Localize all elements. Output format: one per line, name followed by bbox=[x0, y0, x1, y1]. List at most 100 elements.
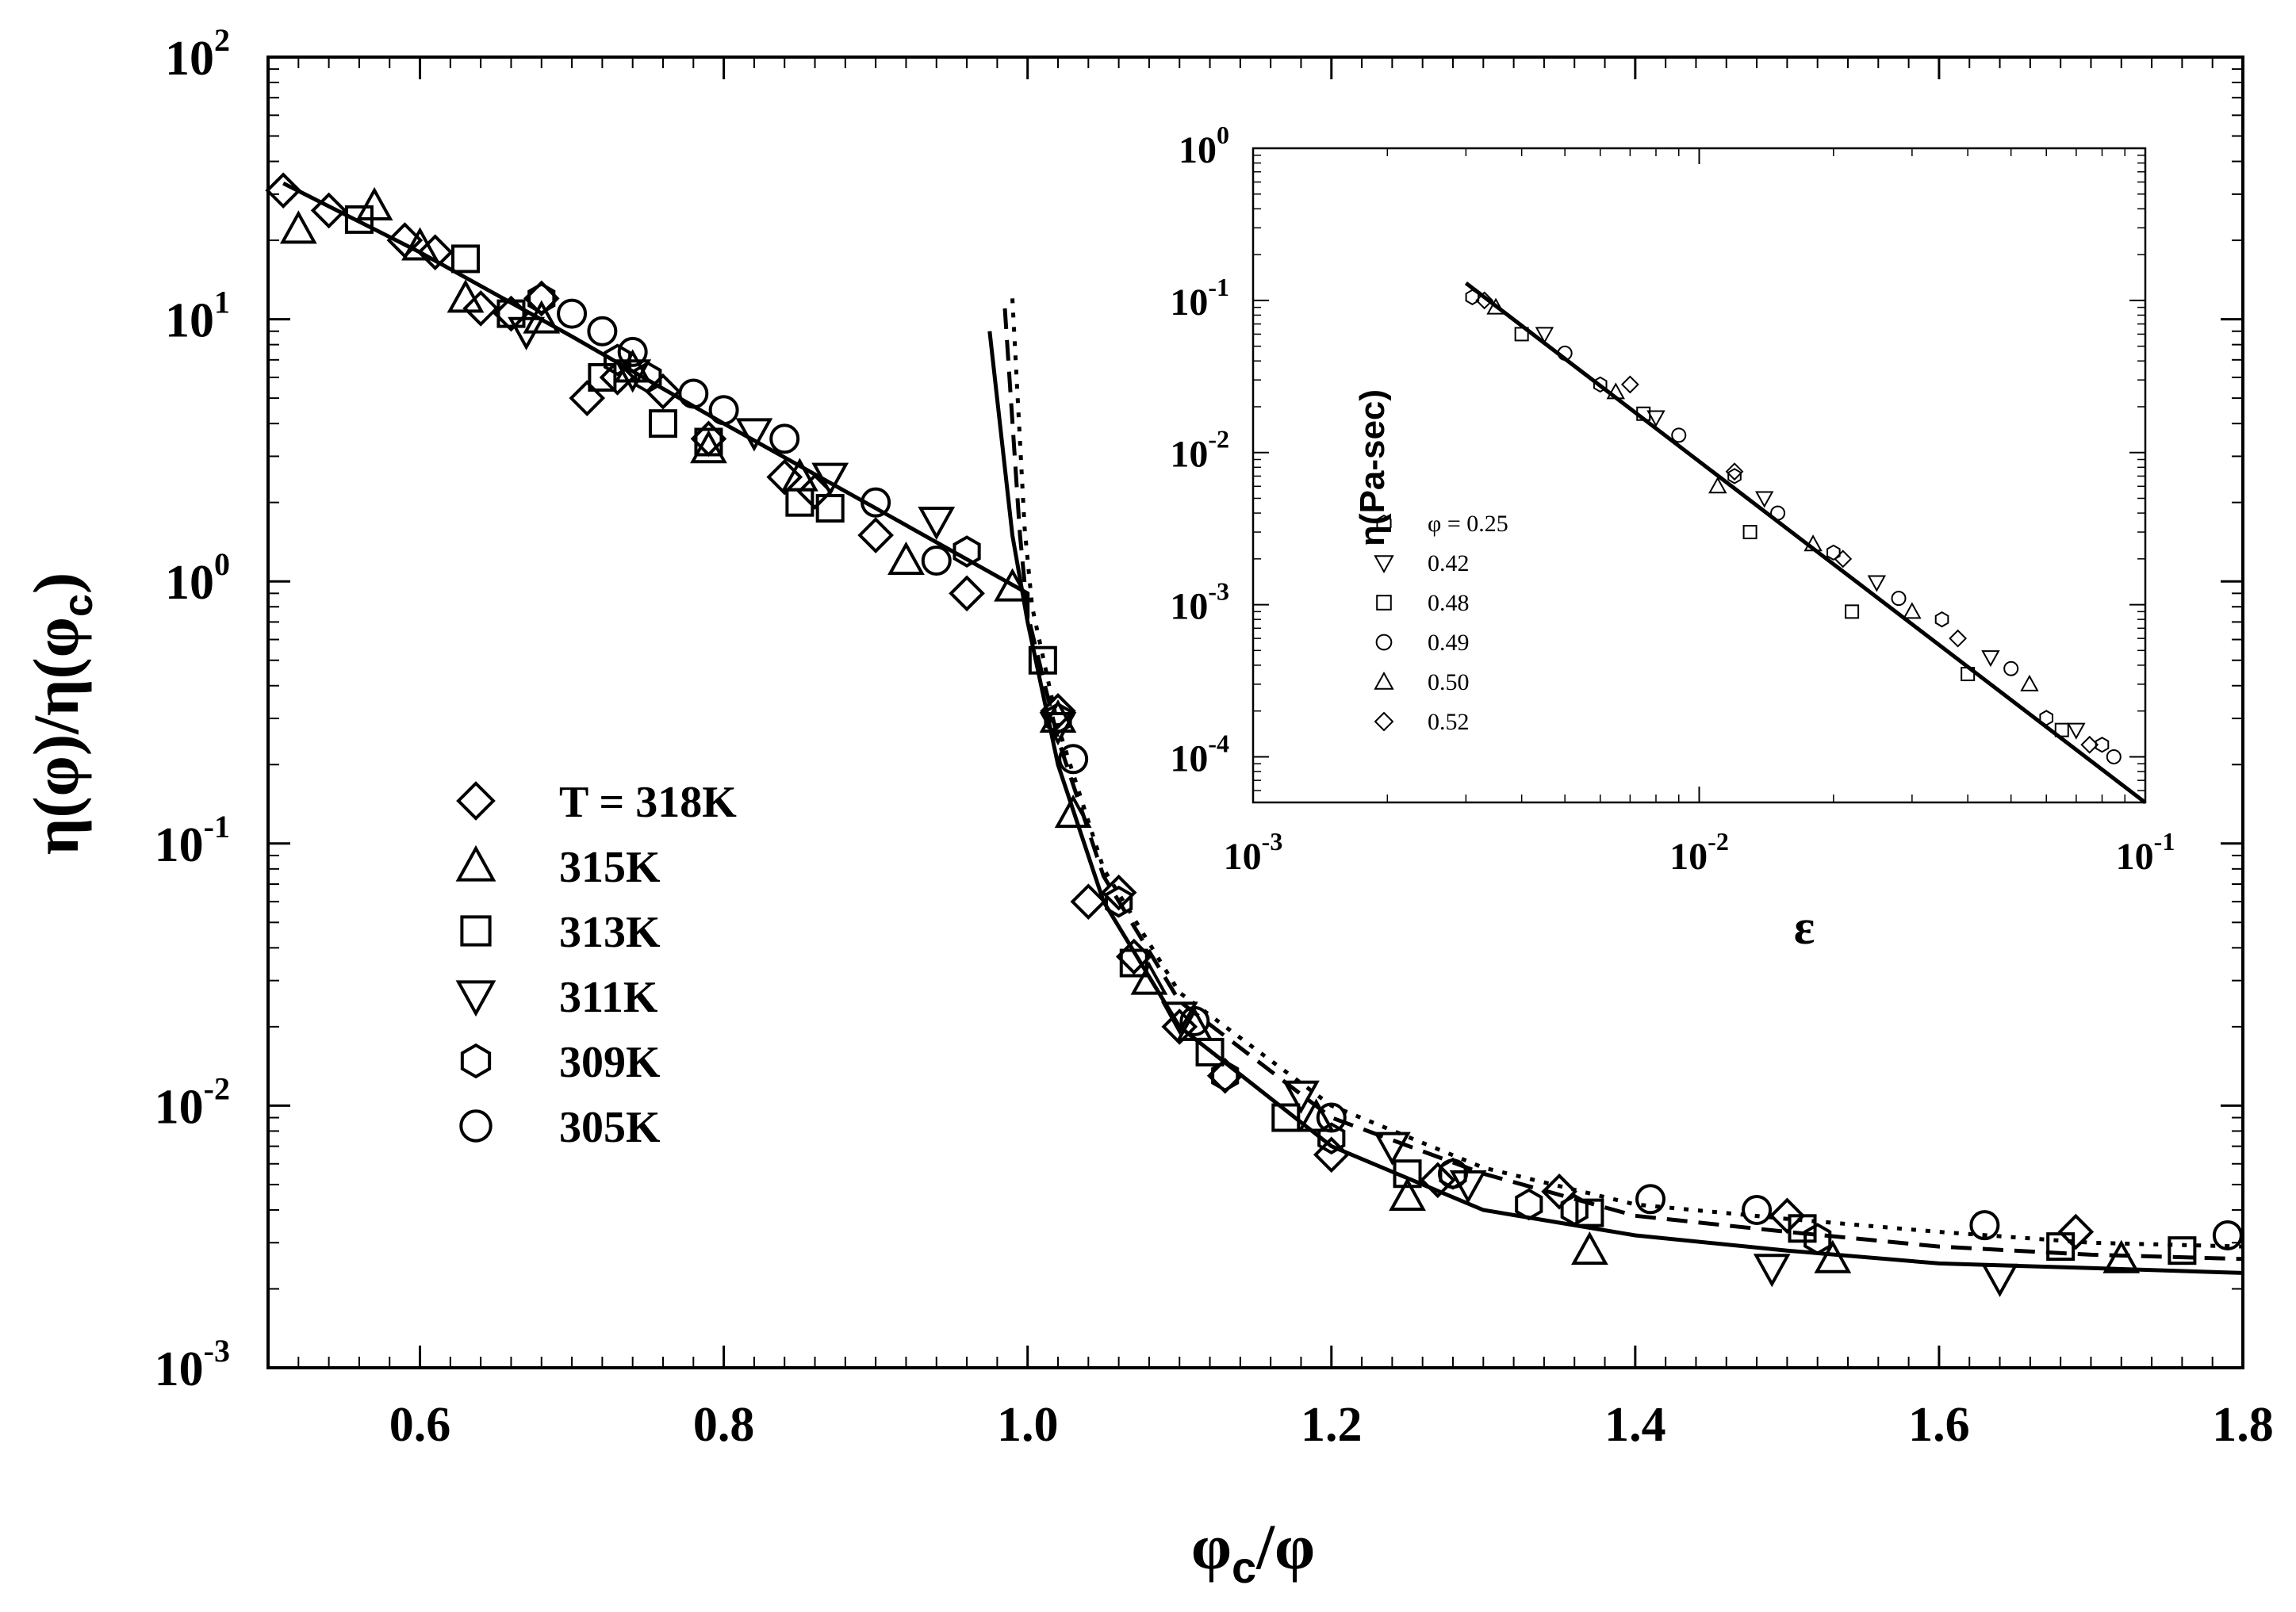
main-point-circle bbox=[1316, 1102, 1347, 1133]
inset-point-hexagon bbox=[1934, 611, 1949, 628]
legend-label: 309K bbox=[559, 1038, 661, 1087]
main-point-circle bbox=[2212, 1220, 2243, 1250]
main-point-circle bbox=[557, 298, 588, 329]
inset-y-axis-label: η(Pa-sec) bbox=[1353, 389, 1392, 546]
legend-label: T = 318K bbox=[559, 778, 737, 827]
main-point-triangle-down bbox=[1981, 1263, 2018, 1297]
main-point-circle bbox=[617, 336, 648, 367]
main-point-circle bbox=[678, 378, 709, 409]
inset-point-diamond bbox=[1475, 291, 1494, 310]
main-point-diamond bbox=[265, 172, 301, 209]
inset-legend-marker-triangle-down bbox=[1374, 555, 1394, 574]
main-point-triangle-up bbox=[2102, 1239, 2141, 1273]
main-point-triangle-down bbox=[735, 418, 773, 452]
inset-legend-marker-diamond bbox=[1374, 711, 1394, 732]
main-point-diamond bbox=[1420, 1162, 1456, 1199]
main-point-diamond bbox=[493, 295, 530, 332]
main-point-square bbox=[496, 299, 526, 328]
main-point-triangle-up bbox=[279, 210, 317, 244]
main-point-triangle-down bbox=[1753, 1254, 1791, 1288]
main-point-square bbox=[1575, 1198, 1604, 1227]
main-point-hexagon bbox=[1560, 1193, 1589, 1227]
inset-y-tick-label: 10-3 bbox=[1170, 577, 1229, 628]
main-point-circle bbox=[1635, 1184, 1665, 1215]
inset-point-hexagon bbox=[1465, 289, 1480, 305]
inset-y-tick-label: 10-2 bbox=[1170, 425, 1229, 476]
main-point-square bbox=[588, 362, 617, 392]
main-fit-line-solid bbox=[987, 331, 2244, 1275]
inset-point-square bbox=[1845, 604, 1860, 619]
main-point-triangle-up bbox=[1570, 1231, 1608, 1265]
inset-point-square bbox=[1742, 525, 1757, 540]
main-point-triangle-up bbox=[401, 227, 439, 261]
main-y-axis-label: η(φ)/η(φc) bbox=[20, 572, 102, 855]
main-point-hexagon bbox=[1044, 702, 1072, 735]
main-point-diamond bbox=[462, 290, 499, 327]
main-point-square bbox=[1028, 645, 1057, 675]
main-point-diamond bbox=[569, 380, 606, 416]
inset-x-tick-label: 10-3 bbox=[1224, 827, 1283, 878]
main-point-hexagon bbox=[1105, 885, 1133, 918]
inset-point-triangle-up bbox=[2020, 674, 2039, 691]
inset-background bbox=[1253, 148, 2145, 802]
inset-point-circle bbox=[1770, 505, 1786, 521]
main-point-square bbox=[2046, 1232, 2076, 1262]
main-point-circle bbox=[861, 487, 891, 518]
main-point-diamond bbox=[310, 192, 347, 229]
inset-point-triangle-down bbox=[1754, 491, 1774, 508]
inset-legend-marker-triangle-up bbox=[1374, 671, 1394, 690]
legend-marker-circle bbox=[459, 1109, 493, 1143]
main-point-hexagon bbox=[527, 282, 556, 315]
main-point-square bbox=[344, 205, 374, 234]
main-point-circle bbox=[1438, 1158, 1468, 1189]
legend-marker-triangle-up bbox=[455, 844, 496, 882]
inset-point-square bbox=[2054, 722, 2069, 737]
main-point-diamond bbox=[1070, 883, 1107, 920]
inset-point-hexagon bbox=[2039, 710, 2054, 726]
main-x-tick-label: 1.2 bbox=[1301, 1398, 1363, 1452]
legend-marker-hexagon bbox=[460, 1043, 492, 1079]
main-data-points bbox=[265, 172, 2243, 1297]
main-axis-ticks: 0.6 0.8 1.0 1.2 1.4 1.6 1.810210110010-110-210… bbox=[155, 22, 2274, 1452]
main-point-square bbox=[649, 409, 677, 438]
inset-point-triangle-down bbox=[1535, 327, 1554, 344]
main-x-tick-label: 1.0 bbox=[997, 1398, 1059, 1452]
main-point-square bbox=[1393, 1159, 1422, 1189]
main-point-circle bbox=[587, 316, 618, 347]
main-point-triangle-up bbox=[887, 541, 925, 576]
inset-point-triangle-down bbox=[1867, 575, 1887, 592]
main-point-triangle-up bbox=[1130, 961, 1168, 995]
legend-marker-square bbox=[460, 915, 492, 947]
inset-fit-lines bbox=[1464, 281, 2147, 805]
inset-series-square bbox=[1514, 327, 2069, 737]
inset-y-tick-label: 100 bbox=[1179, 121, 1229, 171]
main-legend: T = 318K 315K 313K 311K 309K 305K bbox=[455, 778, 737, 1152]
main-x-tick-label: 0.6 bbox=[389, 1398, 451, 1452]
main-y-tick-label: 10-1 bbox=[155, 809, 230, 872]
main-point-diamond bbox=[1541, 1173, 1577, 1210]
main-point-square bbox=[451, 244, 480, 274]
inset-series-diamond bbox=[1475, 291, 2099, 754]
main-y-tick-label: 101 bbox=[165, 285, 230, 348]
main-point-hexagon bbox=[634, 361, 662, 394]
main-point-diamond bbox=[1769, 1197, 1806, 1235]
inset-series-triangle-up bbox=[1486, 297, 2039, 691]
main-point-square bbox=[1119, 948, 1148, 978]
main-point-hexagon bbox=[1515, 1188, 1543, 1221]
inset-point-circle bbox=[1891, 591, 1907, 607]
inset-y-tick-label: 10-1 bbox=[1170, 273, 1229, 324]
main-point-circle bbox=[921, 546, 952, 576]
inset-point-triangle-down bbox=[1646, 410, 1665, 427]
inset-x-tick-label: 10-2 bbox=[1669, 827, 1729, 878]
main-point-square bbox=[1195, 1037, 1225, 1066]
main-x-tick-label: 1.8 bbox=[2212, 1398, 2274, 1452]
main-point-diamond bbox=[949, 575, 985, 612]
inset-x-axis-label: ε bbox=[1794, 901, 1815, 955]
main-point-diamond bbox=[2057, 1213, 2095, 1250]
inset-legend-label: 0.48 bbox=[1428, 590, 1470, 616]
main-point-triangle-down bbox=[1373, 1131, 1411, 1166]
main-point-hexagon bbox=[1211, 1059, 1240, 1093]
main-point-triangle-up bbox=[1054, 795, 1092, 829]
main-point-triangle-down bbox=[811, 462, 849, 496]
main-y-tick-label: 100 bbox=[165, 546, 230, 610]
